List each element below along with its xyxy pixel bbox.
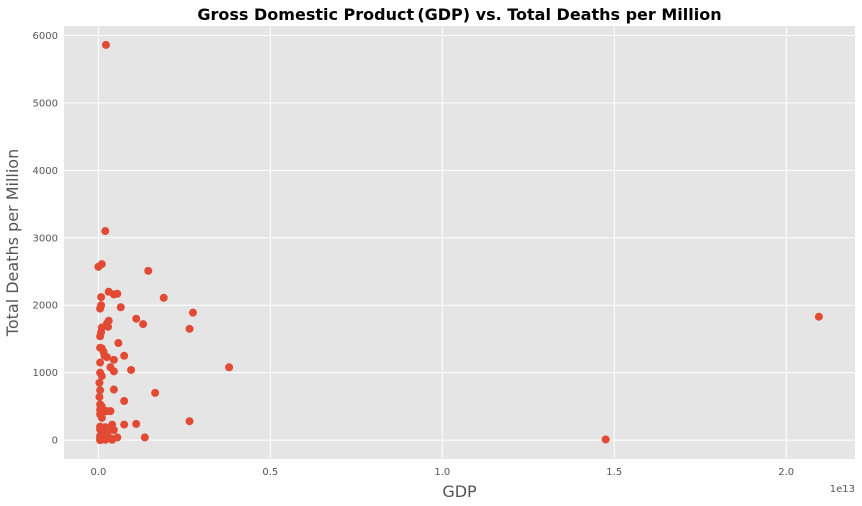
data-point (97, 413, 106, 422)
data-point (109, 355, 118, 364)
y-axis-label: Total Deaths per Million (3, 149, 22, 337)
data-point (113, 289, 122, 298)
data-point (96, 332, 105, 341)
data-point (104, 322, 113, 331)
y-tick-label: 0 (52, 436, 58, 447)
tick-labels: 0.0 0.5 1.0 1.5 2.0 0 1000 2000 3000 4000 5000 6000 (33, 31, 795, 478)
data-point (114, 338, 123, 347)
data-point (96, 386, 105, 395)
data-point (120, 351, 129, 360)
data-point (96, 358, 105, 367)
y-tick-label: 5000 (33, 98, 58, 109)
data-point (601, 435, 610, 444)
x-axis-label: GDP (442, 482, 477, 501)
data-point (109, 385, 118, 394)
data-point (185, 417, 194, 426)
data-point (96, 436, 105, 445)
data-point (101, 40, 110, 49)
data-point (102, 353, 111, 362)
x-tick-label: 1.0 (434, 467, 450, 478)
data-point (97, 260, 106, 269)
data-point (151, 388, 160, 397)
chart-title: Gross Domestic Product (GDP) vs. Total D… (197, 5, 721, 24)
grid-lines (64, 26, 855, 459)
data-point (97, 293, 106, 302)
data-point (97, 372, 106, 381)
x-tick-label: 0.5 (262, 467, 278, 478)
data-point (185, 324, 194, 333)
data-point (814, 312, 823, 321)
data-point (95, 378, 104, 387)
x-tick-label: 1.5 (606, 467, 622, 478)
data-point (225, 363, 234, 372)
y-tick-label: 6000 (33, 31, 58, 42)
data-point (140, 433, 149, 442)
data-point (120, 396, 129, 405)
x-tick-label: 2.0 (778, 467, 794, 478)
x-axis-offset-label: 1e13 (830, 484, 855, 495)
data-point (95, 392, 104, 401)
data-point (159, 293, 168, 302)
x-tick-label: 0.0 (90, 467, 106, 478)
data-point (139, 320, 148, 329)
y-tick-label: 3000 (33, 233, 58, 244)
data-point (132, 419, 141, 428)
data-point (96, 304, 105, 313)
data-point (109, 367, 118, 376)
data-point (108, 435, 117, 444)
data-point (188, 308, 197, 317)
data-point (120, 420, 129, 429)
data-point (127, 365, 136, 374)
data-point (109, 425, 118, 434)
data-points (94, 40, 823, 445)
data-point (132, 314, 141, 323)
data-point (101, 227, 110, 236)
y-tick-label: 4000 (33, 166, 58, 177)
y-tick-label: 1000 (33, 368, 58, 379)
data-point (144, 266, 153, 275)
data-point (106, 407, 115, 416)
y-tick-label: 2000 (33, 301, 58, 312)
data-point (116, 303, 125, 312)
plot-area (64, 26, 855, 459)
